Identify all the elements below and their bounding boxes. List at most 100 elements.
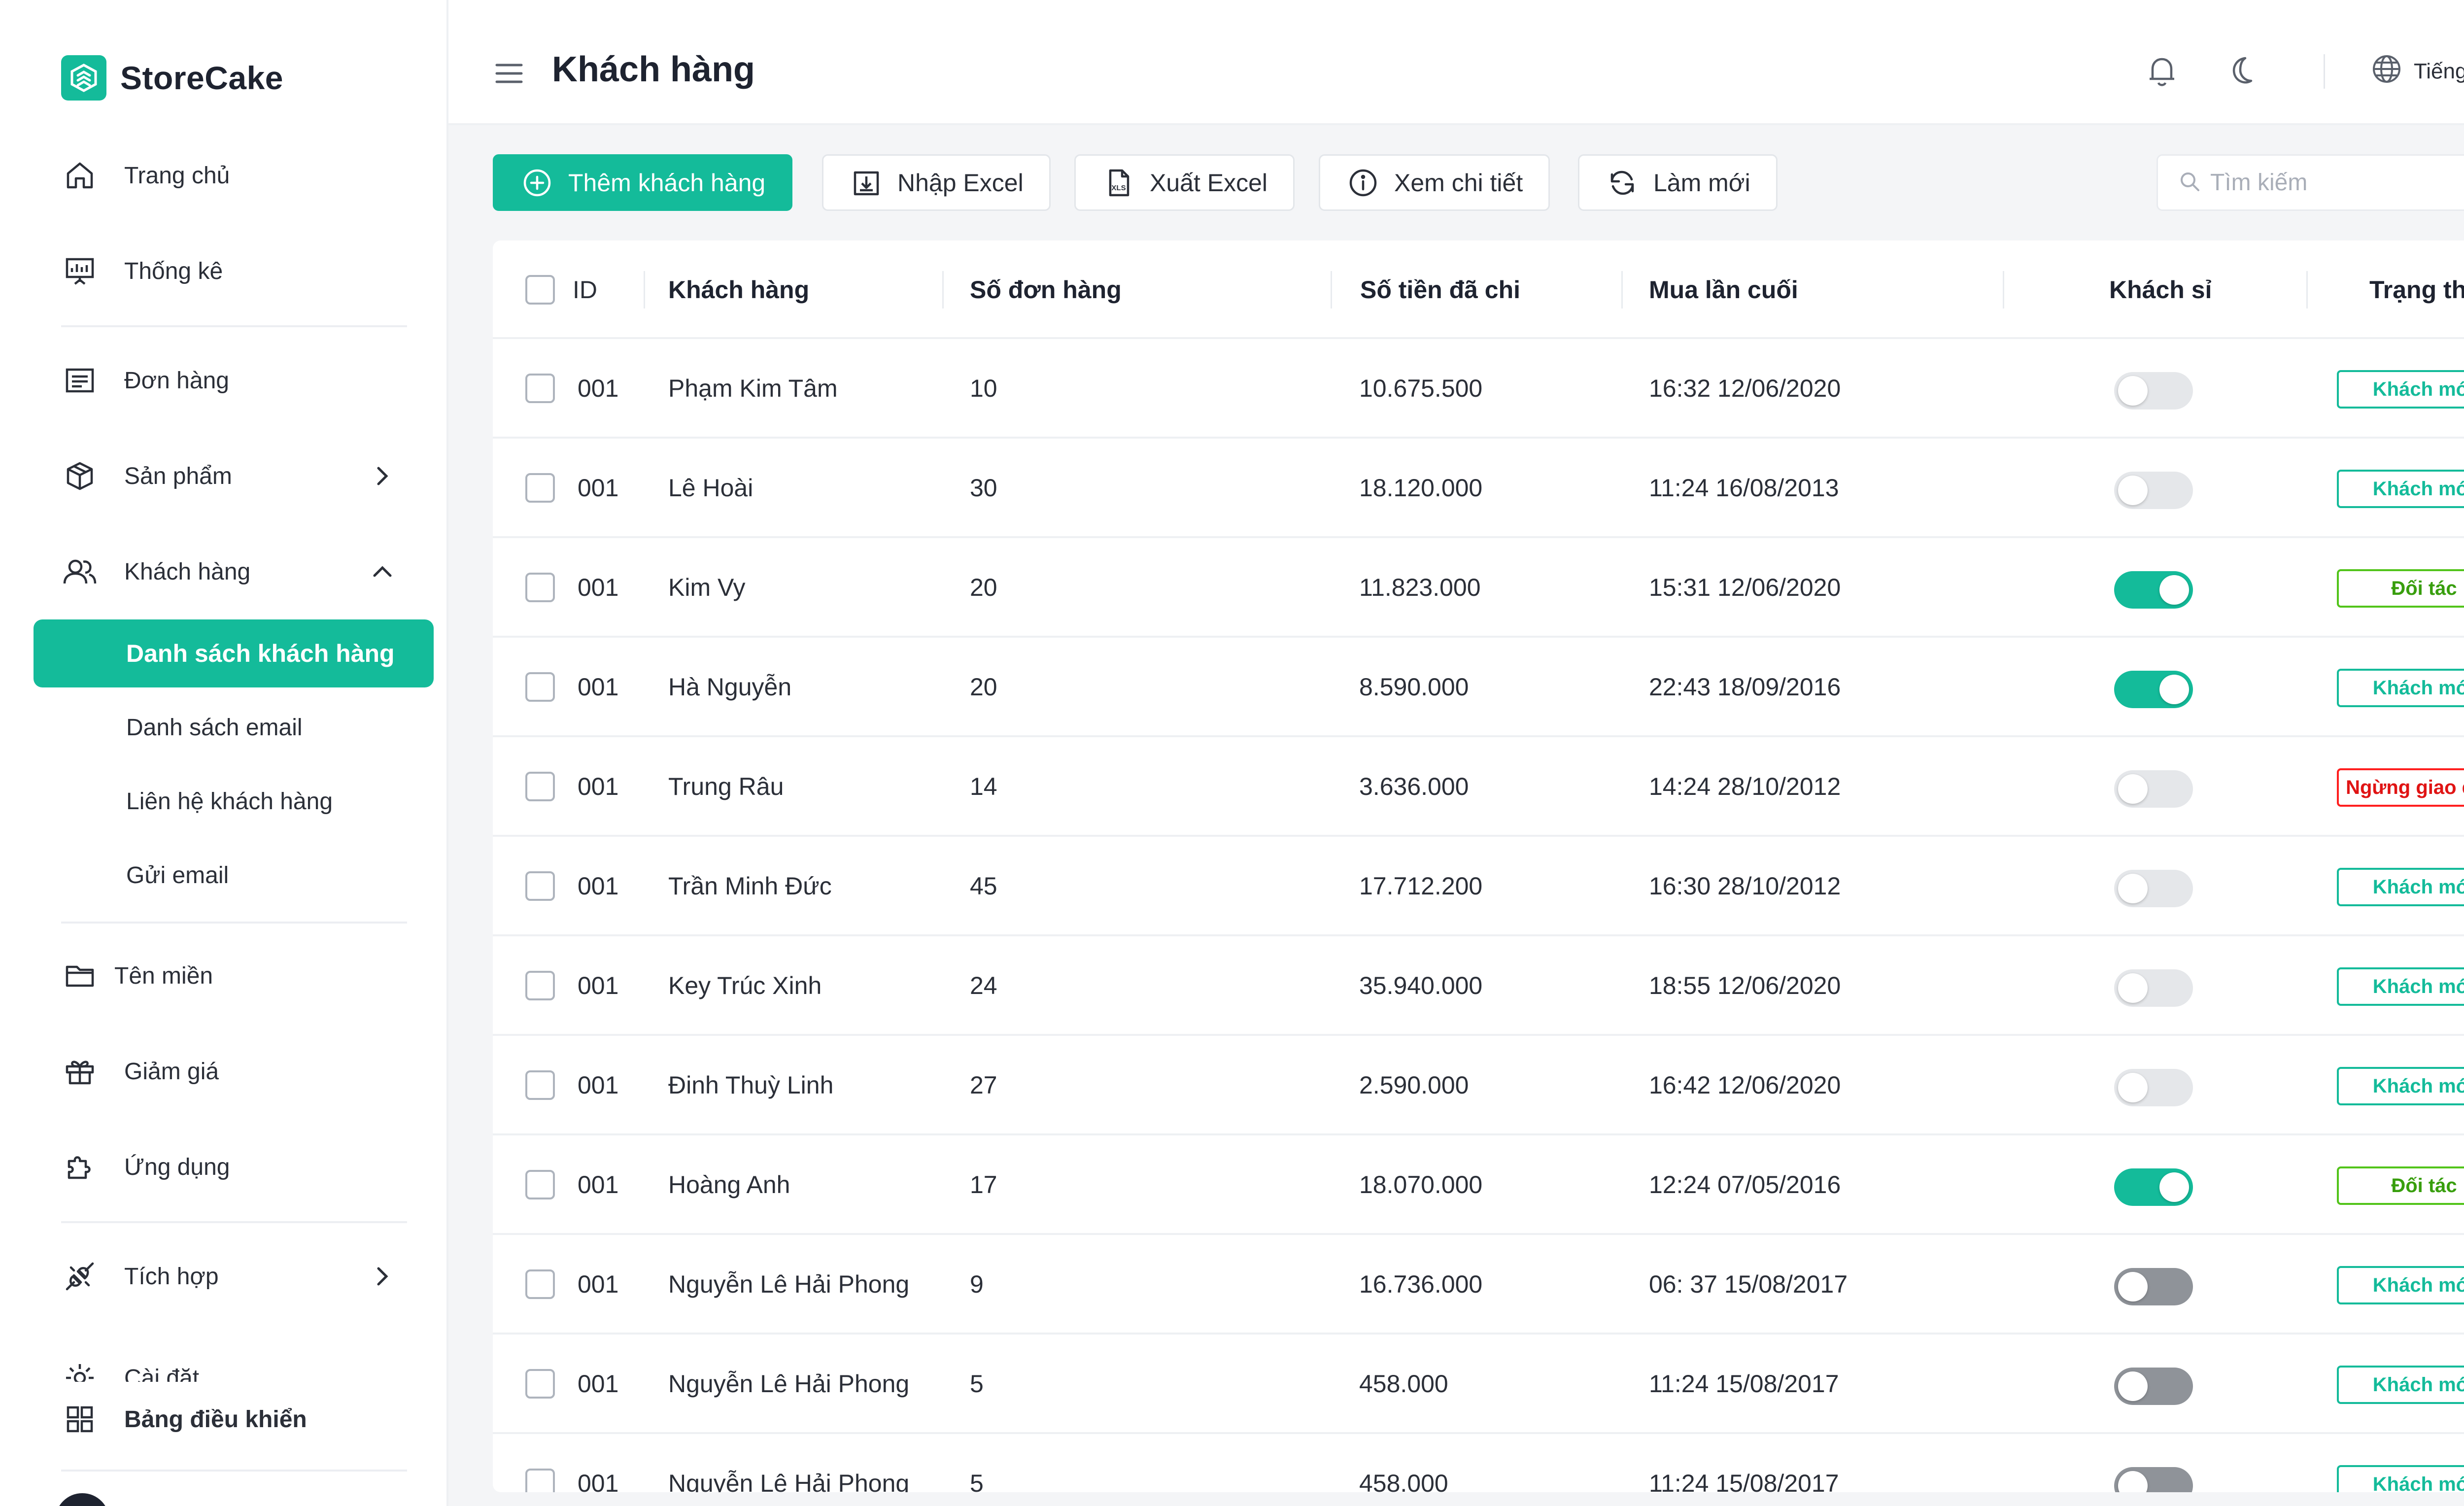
table-row[interactable]: 001 Trần Minh Đức 45 17.712.200 16:30 28/10/… <box>493 837 2464 936</box>
sidebar-subitem-customer-contact[interactable]: Liên hệ khách hàng <box>126 788 333 815</box>
table-row[interactable]: 001 Nguyễn Lê Hải Phong 5 458.000 11:24 15/0… <box>493 1434 2464 1492</box>
sidebar-item-discounts[interactable]: Giảm giá <box>61 1047 416 1096</box>
sidebar-item-products[interactable]: Sản phẩm <box>61 451 416 501</box>
row-checkbox[interactable] <box>525 1469 555 1492</box>
table-row[interactable]: 001 Phạm Kim Tâm 10 10.675.500 16:32 12/06/2… <box>493 339 2464 439</box>
cell-customer-name[interactable]: Nguyễn Lê Hải Phong <box>668 1470 910 1492</box>
table-row[interactable]: 001 Hoàng Anh 17 18.070.000 12:24 07/05/2016… <box>493 1135 2464 1235</box>
toggle-knob <box>2118 774 2148 804</box>
moon-icon[interactable] <box>2223 53 2259 90</box>
cell-customer-name[interactable]: Đinh Thuỳ Linh <box>668 1071 834 1099</box>
row-checkbox[interactable] <box>525 971 555 1000</box>
column-id[interactable]: ID <box>573 276 597 304</box>
sidebar-subitem-email-list[interactable]: Danh sách email <box>126 714 303 741</box>
globe-icon <box>2370 53 2403 91</box>
refresh-button[interactable]: Làm mới <box>1578 154 1778 211</box>
cell-customer-name[interactable]: Kim Vy <box>668 574 746 601</box>
avatar[interactable] <box>55 1493 109 1506</box>
sidebar-item-statistics[interactable]: Thống kê <box>61 246 416 296</box>
sidebar-item-settings[interactable]: Cài đặt <box>61 1352 416 1382</box>
chevron-right-icon[interactable] <box>369 1263 396 1290</box>
sidebar-item-label: Cài đặt <box>124 1365 200 1382</box>
cell-customer-name[interactable]: Nguyễn Lê Hải Phong <box>668 1270 910 1298</box>
wholesale-toggle[interactable] <box>2114 1368 2193 1405</box>
wholesale-toggle[interactable] <box>2114 870 2193 907</box>
view-detail-button[interactable]: Xem chi tiết <box>1319 154 1550 211</box>
cell-customer-name[interactable]: Nguyễn Lê Hải Phong <box>668 1370 910 1398</box>
column-wholesale[interactable]: Khách sỉ <box>2109 276 2212 304</box>
sidebar-item-domains[interactable]: Tên miền <box>61 951 416 1000</box>
column-orders[interactable]: Số đơn hàng <box>970 276 1122 304</box>
wholesale-toggle[interactable] <box>2114 571 2193 609</box>
import-excel-button[interactable]: Nhập Excel <box>822 154 1051 211</box>
sidebar-item-integrations[interactable]: Tích hợp <box>61 1252 416 1301</box>
row-checkbox[interactable] <box>525 1369 555 1399</box>
toggle-knob <box>2118 1371 2148 1401</box>
wholesale-toggle[interactable] <box>2114 1467 2193 1492</box>
sidebar-item-home[interactable]: Trang chủ <box>61 151 416 200</box>
cell-customer-name[interactable]: Key Trúc Xinh <box>668 972 822 999</box>
wholesale-toggle[interactable] <box>2114 770 2193 808</box>
refresh-icon <box>1607 168 1638 198</box>
cell-customer-name[interactable]: Trần Minh Đức <box>668 872 832 900</box>
select-all-checkbox[interactable] <box>525 275 555 305</box>
bell-icon[interactable] <box>2144 53 2180 90</box>
wholesale-toggle[interactable] <box>2114 1168 2193 1206</box>
row-checkbox[interactable] <box>525 1170 555 1199</box>
table-row[interactable]: 001 Kim Vy 20 11.823.000 15:31 12/06/2020 Đối… <box>493 538 2464 638</box>
row-checkbox[interactable] <box>525 1070 555 1100</box>
table-row[interactable]: 001 Trung Râu 14 3.636.000 14:24 28/10/2012 N… <box>493 737 2464 837</box>
row-checkbox[interactable] <box>525 374 555 403</box>
wholesale-toggle[interactable] <box>2114 969 2193 1007</box>
wholesale-toggle[interactable] <box>2114 372 2193 410</box>
chevron-right-icon[interactable] <box>369 462 396 490</box>
sidebar-item-orders[interactable]: Đơn hàng <box>61 356 416 405</box>
column-spent[interactable]: Số tiền đã chi <box>1360 276 1521 304</box>
table-row[interactable]: 001 Hà Nguyễn 20 8.590.000 22:43 18/09/2016 K… <box>493 638 2464 737</box>
row-checkbox[interactable] <box>525 772 555 801</box>
add-customer-button[interactable]: Thêm khách hàng <box>493 154 793 211</box>
wholesale-toggle[interactable] <box>2114 1069 2193 1106</box>
cell-customer-name[interactable]: Phạm Kim Tâm <box>668 375 838 402</box>
row-checkbox[interactable] <box>525 672 555 702</box>
wholesale-toggle[interactable] <box>2114 472 2193 509</box>
cell-customer-name[interactable]: Hà Nguyễn <box>668 673 792 701</box>
sidebar-item-label: Ứng dụng <box>124 1154 230 1180</box>
column-status[interactable]: Trạng thái <box>2369 276 2464 304</box>
sidebar-item-customers[interactable]: Khách hàng <box>61 547 416 596</box>
table-row[interactable]: 001 Lê Hoài 30 18.120.000 11:24 16/08/2013 Kh… <box>493 439 2464 538</box>
export-excel-button[interactable]: XLS Xuất Excel <box>1074 154 1295 211</box>
chevron-up-icon[interactable] <box>369 558 396 585</box>
table-row[interactable]: 001 Nguyễn Lê Hải Phong 9 16.736.000 06: 37 … <box>493 1235 2464 1335</box>
column-last-purchase[interactable]: Mua lần cuối <box>1649 276 1798 304</box>
cell-id: 001 <box>578 1270 619 1298</box>
table-row[interactable]: 001 Key Trúc Xinh 24 35.940.000 18:55 12/06/… <box>493 936 2464 1036</box>
status-badge: Khách mới <box>2337 967 2464 1006</box>
table-row[interactable]: 001 Đinh Thuỳ Linh 27 2.590.000 16:42 12/06/… <box>493 1036 2464 1135</box>
search-icon <box>2178 170 2201 196</box>
toggle-knob <box>2118 874 2148 903</box>
customer-table: ID Khách hàng Số đơn hàng Số tiền đã chi… <box>493 240 2464 1492</box>
cell-customer-name[interactable]: Trung Râu <box>668 773 784 800</box>
cell-customer-name[interactable]: Hoàng Anh <box>668 1171 790 1198</box>
row-checkbox[interactable] <box>525 573 555 602</box>
language-selector[interactable]: Tiếng Việt <box>2370 53 2464 90</box>
sidebar-subitem-customer-list[interactable]: Danh sách khách hàng <box>34 619 434 687</box>
sidebar-subitem-send-email[interactable]: Gửi email <box>126 862 229 889</box>
wholesale-toggle[interactable] <box>2114 671 2193 708</box>
cell-customer-name[interactable]: Lê Hoài <box>668 474 753 502</box>
search-input[interactable] <box>2210 169 2464 196</box>
row-checkbox[interactable] <box>525 871 555 901</box>
row-checkbox[interactable] <box>525 1269 555 1299</box>
wholesale-toggle[interactable] <box>2114 1268 2193 1305</box>
column-customer[interactable]: Khách hàng <box>668 276 810 304</box>
brand[interactable]: StoreCake <box>61 54 283 102</box>
table-header: ID Khách hàng Số đơn hàng Số tiền đã chi… <box>493 240 2464 339</box>
table-row[interactable]: 001 Nguyễn Lê Hải Phong 5 458.000 11:24 15/0… <box>493 1335 2464 1434</box>
hamburger-menu-icon[interactable] <box>493 57 525 90</box>
sidebar-item-dashboard[interactable]: Bảng điều khiển <box>61 1395 307 1444</box>
plus-circle-icon <box>522 168 552 198</box>
search-box[interactable] <box>2156 154 2464 211</box>
row-checkbox[interactable] <box>525 473 555 503</box>
sidebar-item-apps[interactable]: Ứng dụng <box>61 1142 416 1192</box>
